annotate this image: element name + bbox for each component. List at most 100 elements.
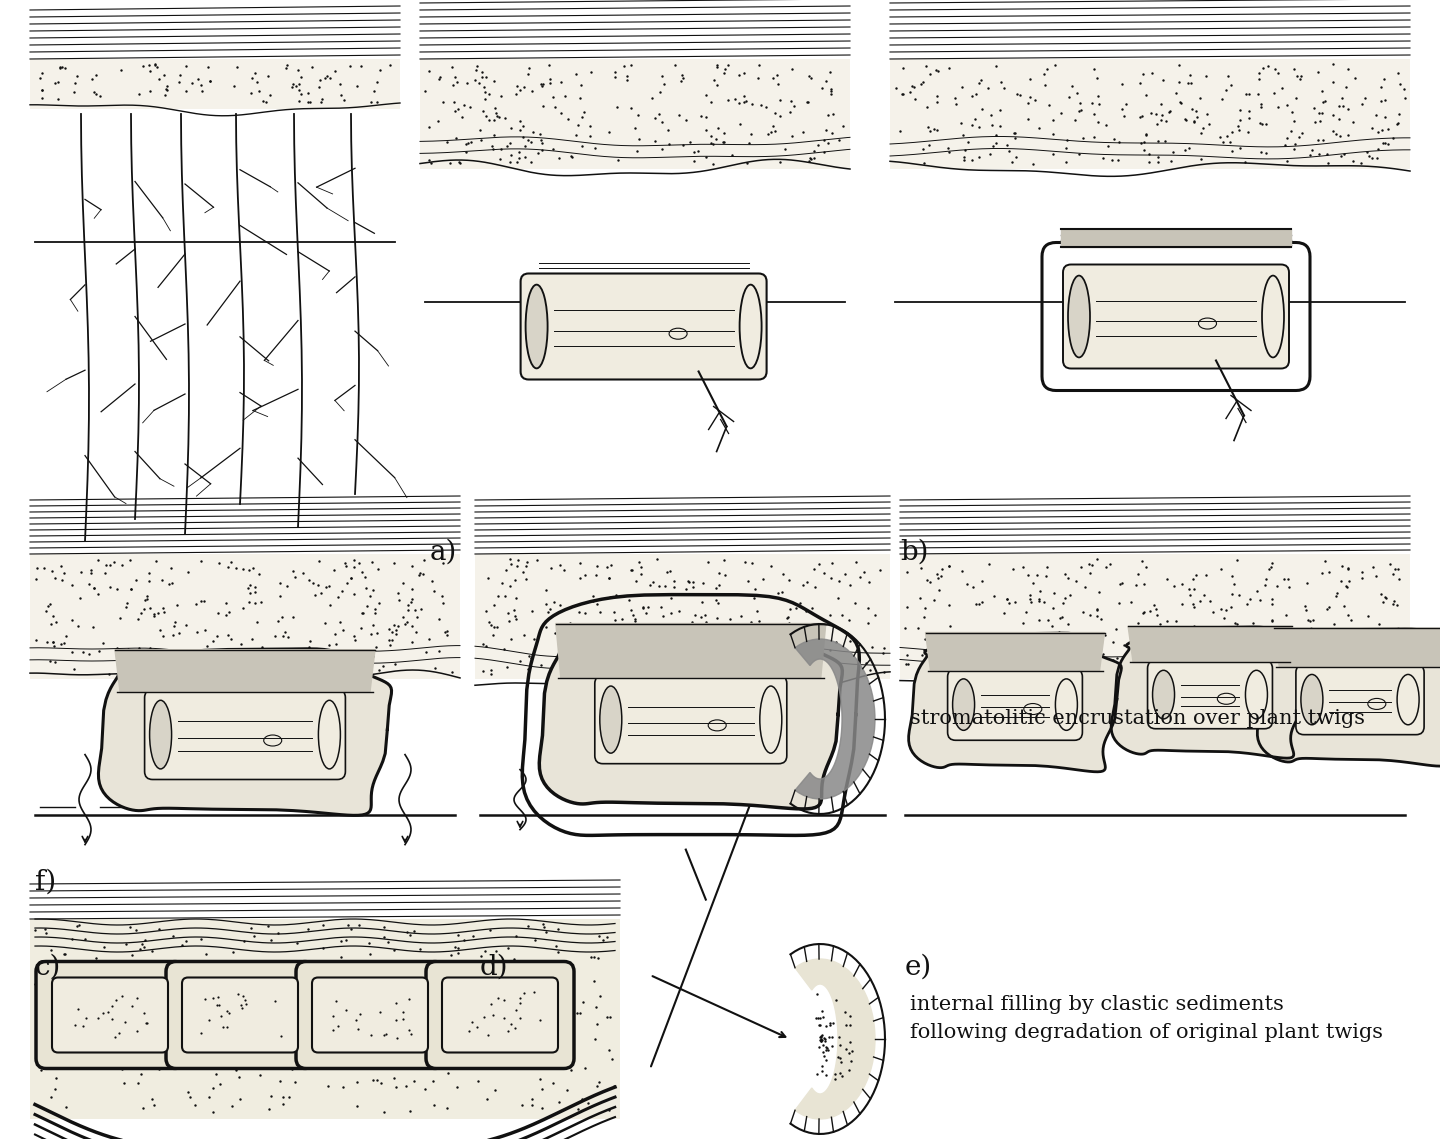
Point [140, 977, 163, 995]
Point [138, 599, 161, 617]
Point [135, 1014, 158, 1032]
Point [396, 600, 419, 618]
Point [154, 1040, 177, 1058]
Point [516, 661, 539, 679]
Point [1295, 600, 1318, 618]
Point [60, 576, 84, 595]
Point [645, 647, 668, 665]
Point [799, 150, 822, 169]
Point [560, 1062, 583, 1080]
Point [85, 85, 108, 104]
Point [305, 1055, 328, 1073]
Point [88, 88, 111, 106]
Point [374, 1025, 397, 1043]
Point [1032, 65, 1056, 83]
Point [503, 961, 526, 980]
Point [272, 975, 295, 993]
Point [805, 1008, 828, 1026]
Point [1220, 76, 1243, 95]
Point [448, 1030, 471, 1048]
Point [1374, 589, 1397, 607]
Point [670, 72, 693, 90]
Point [323, 1007, 346, 1025]
Point [1322, 122, 1345, 140]
Point [438, 154, 461, 172]
Point [360, 1026, 383, 1044]
Point [891, 84, 914, 103]
Polygon shape [909, 633, 1122, 772]
Point [1130, 65, 1153, 83]
Point [827, 589, 850, 607]
Point [452, 932, 475, 950]
Point [196, 58, 219, 76]
Point [343, 558, 366, 576]
Point [271, 1002, 294, 1021]
Point [1392, 80, 1416, 98]
Point [456, 134, 480, 153]
Point [1313, 642, 1336, 661]
Point [376, 933, 399, 951]
Point [858, 661, 881, 679]
Point [647, 577, 670, 596]
Point [1318, 563, 1341, 581]
Point [264, 626, 287, 645]
Point [376, 968, 399, 986]
Point [105, 580, 128, 598]
Point [707, 595, 730, 613]
Point [844, 552, 867, 571]
Point [950, 114, 973, 132]
Point [413, 1080, 436, 1098]
Point [180, 74, 203, 92]
Point [111, 556, 134, 574]
Point [888, 122, 912, 140]
Point [995, 590, 1018, 608]
Point [418, 630, 441, 648]
Point [258, 85, 281, 104]
Point [344, 1010, 367, 1029]
Point [477, 112, 500, 130]
Point [1335, 579, 1358, 597]
Point [140, 1090, 163, 1108]
Point [520, 154, 543, 172]
Point [504, 84, 527, 103]
Point [704, 590, 727, 608]
Point [621, 600, 644, 618]
Point [573, 617, 596, 636]
Point [819, 123, 842, 141]
Point [598, 568, 621, 587]
Point [1297, 642, 1320, 661]
Ellipse shape [1261, 276, 1284, 358]
Point [805, 1065, 828, 1083]
Point [667, 649, 690, 667]
Point [49, 58, 72, 76]
Point [1182, 598, 1205, 616]
Ellipse shape [318, 700, 340, 769]
Point [560, 147, 583, 165]
Polygon shape [115, 649, 374, 691]
Polygon shape [1112, 626, 1309, 759]
Point [485, 104, 508, 122]
Point [475, 601, 498, 620]
Point [482, 72, 505, 90]
Point [1315, 146, 1338, 164]
Point [53, 58, 76, 76]
Point [517, 647, 540, 665]
Point [740, 624, 763, 642]
Point [553, 980, 576, 998]
Point [145, 58, 168, 76]
Point [1094, 115, 1117, 133]
Point [930, 560, 953, 579]
Point [505, 153, 528, 171]
Polygon shape [1274, 628, 1440, 666]
Point [27, 982, 50, 1000]
Point [969, 72, 992, 90]
Point [546, 920, 569, 939]
Point [464, 71, 487, 89]
Point [932, 625, 955, 644]
Point [405, 1041, 428, 1059]
Point [1047, 633, 1070, 652]
Point [1138, 145, 1161, 163]
Point [490, 150, 513, 169]
Point [667, 106, 690, 124]
Point [351, 605, 374, 623]
